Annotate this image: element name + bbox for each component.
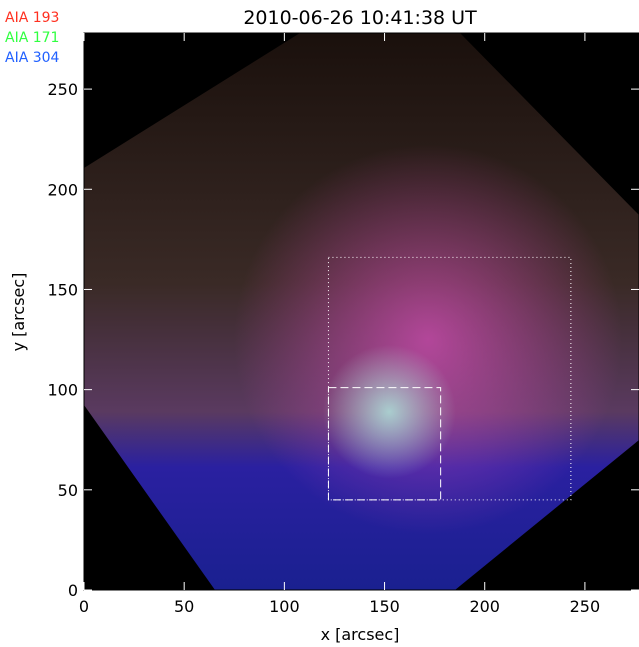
y-tick-label: 100: [47, 381, 78, 400]
x-axis-label: x [arcsec]: [321, 625, 400, 644]
region-box: [327, 256, 572, 501]
plot-frame: [83, 32, 639, 591]
x-tick-label: 250: [570, 597, 601, 616]
x-tick-label: 100: [269, 597, 300, 616]
y-axis-label: y [arcsec]: [9, 273, 28, 352]
y-tick-label: 200: [47, 180, 78, 199]
footpoint-glow: [84, 33, 639, 590]
y-tick-label: 150: [47, 280, 78, 299]
y-tick-label: 250: [47, 80, 78, 99]
x-tick-label: 200: [469, 597, 500, 616]
legend-entry: AIA 171: [5, 30, 59, 46]
x-tick-label: 150: [369, 597, 400, 616]
x-tick-label: 0: [79, 597, 89, 616]
y-tick-label: 0: [68, 581, 78, 600]
y-tick-label: 50: [58, 481, 78, 500]
chart-title: 2010-06-26 10:41:38 UT: [243, 7, 477, 29]
region-box: [327, 387, 442, 501]
legend-entry: AIA 193: [5, 10, 59, 26]
legend-entry: AIA 304: [5, 50, 60, 66]
x-tick-label: 50: [174, 597, 194, 616]
